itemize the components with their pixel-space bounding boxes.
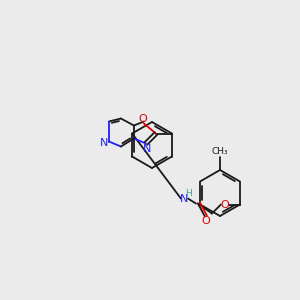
- Text: N: N: [100, 139, 108, 148]
- Text: H: H: [185, 189, 192, 198]
- Text: CH₃: CH₃: [212, 147, 228, 156]
- Text: O: O: [220, 200, 229, 209]
- Text: N: N: [143, 143, 151, 154]
- Text: O: O: [139, 115, 147, 124]
- Text: N: N: [180, 194, 188, 203]
- Text: O: O: [202, 217, 210, 226]
